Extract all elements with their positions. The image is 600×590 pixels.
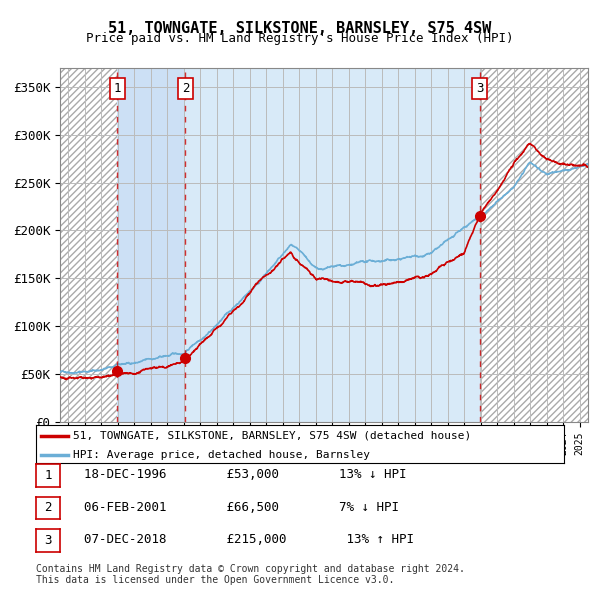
Text: 2: 2 — [44, 502, 52, 514]
Text: 1: 1 — [113, 82, 121, 95]
Text: 1: 1 — [44, 469, 52, 482]
Bar — [185, 68, 479, 422]
Text: 06-FEB-2001        £66,500        7% ↓ HPI: 06-FEB-2001 £66,500 7% ↓ HPI — [69, 501, 399, 514]
Text: 51, TOWNGATE, SILKSTONE, BARNSLEY, S75 4SW (detached house): 51, TOWNGATE, SILKSTONE, BARNSLEY, S75 4… — [73, 431, 471, 441]
Text: 51, TOWNGATE, SILKSTONE, BARNSLEY, S75 4SW: 51, TOWNGATE, SILKSTONE, BARNSLEY, S75 4… — [109, 21, 491, 35]
Text: 3: 3 — [44, 534, 52, 547]
Text: 2: 2 — [182, 82, 189, 95]
Text: 07-DEC-2018        £215,000        13% ↑ HPI: 07-DEC-2018 £215,000 13% ↑ HPI — [69, 533, 414, 546]
Text: 18-DEC-1996        £53,000        13% ↓ HPI: 18-DEC-1996 £53,000 13% ↓ HPI — [69, 468, 407, 481]
Text: Contains HM Land Registry data © Crown copyright and database right 2024.
This d: Contains HM Land Registry data © Crown c… — [36, 563, 465, 585]
Bar — [479, 68, 588, 422]
Text: 3: 3 — [476, 82, 484, 95]
Bar — [117, 68, 185, 422]
Text: HPI: Average price, detached house, Barnsley: HPI: Average price, detached house, Barn… — [73, 450, 370, 460]
Text: Price paid vs. HM Land Registry's House Price Index (HPI): Price paid vs. HM Land Registry's House … — [86, 32, 514, 45]
Bar — [60, 68, 117, 422]
